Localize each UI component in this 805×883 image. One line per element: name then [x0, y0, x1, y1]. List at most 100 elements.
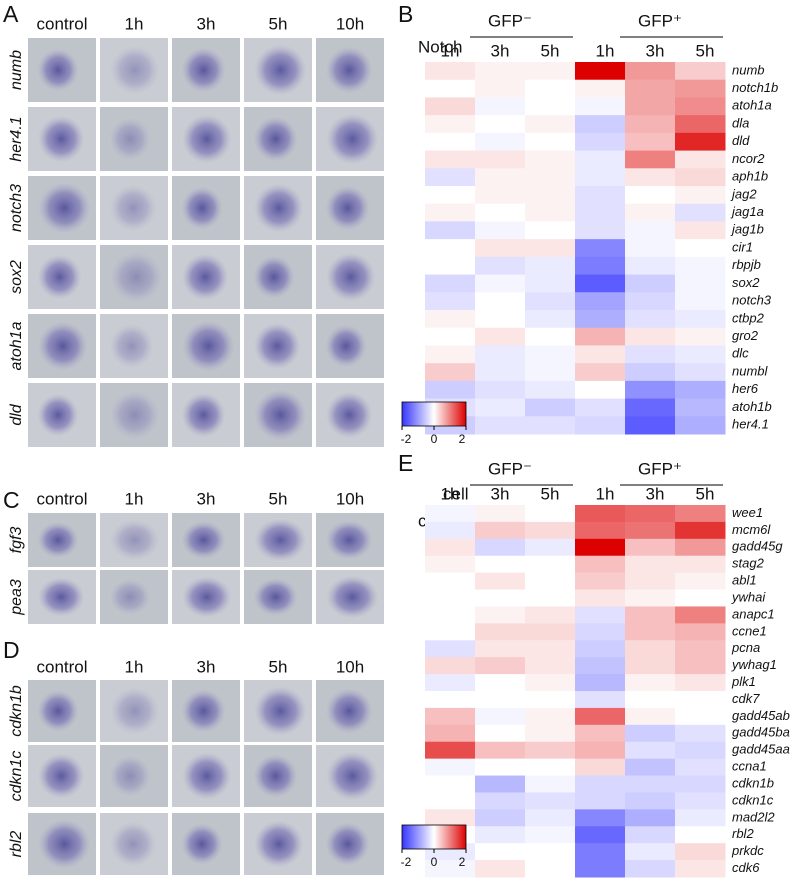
heatmap-cell: [575, 292, 626, 311]
heatmap-cell: [475, 186, 526, 205]
heatmap-cell: [675, 691, 726, 709]
heatmap-cell: [575, 505, 626, 523]
row-label: atoh1a: [8, 321, 25, 370]
heatmap-cell: [675, 623, 726, 641]
column-label: 3h: [197, 14, 216, 33]
heatmap-cell: [625, 606, 676, 624]
heatmap-cell: [425, 256, 476, 276]
heatmap-cell: [625, 203, 676, 222]
micrograph-stain: [181, 392, 226, 438]
row-label: notch3: [8, 184, 25, 232]
gene-label: jag1a: [730, 204, 764, 219]
heatmap-cell: [425, 327, 476, 346]
heatmap-cell: [575, 724, 626, 743]
gene-label: stag2: [732, 556, 765, 571]
heatmap-cell: [525, 606, 576, 624]
heatmap-cell: [425, 572, 476, 591]
heatmap-cell: [625, 327, 676, 346]
micrograph-stain: [110, 687, 160, 735]
panel-label: B: [398, 1, 413, 27]
heatmap-cell: [425, 203, 476, 222]
heatmap-cell: [575, 623, 626, 641]
heatmap-cell: [525, 640, 576, 658]
row-label: fgf3: [8, 527, 25, 554]
heatmap-cell: [525, 363, 576, 382]
heatmap-cell: [625, 691, 676, 709]
column-label: control: [36, 489, 87, 508]
heatmap-cell: [475, 826, 526, 844]
heatmap-cell: [475, 674, 526, 692]
gene-label: gadd45aa: [732, 742, 790, 757]
heatmap-cell: [675, 256, 726, 276]
micrograph-stain: [182, 576, 232, 618]
heatmap-cell: [675, 657, 726, 675]
column-label: 3h: [197, 657, 216, 676]
heatmap-cell: [575, 741, 626, 760]
gene-label: ctbp2: [732, 310, 765, 325]
heatmap-cell: [425, 239, 476, 258]
heatmap-cell: [675, 168, 726, 187]
heatmap-cell: [675, 606, 726, 624]
heatmap-cell: [525, 203, 576, 222]
heatmap-cell: [475, 363, 526, 382]
heatmap-cell: [425, 623, 476, 641]
heatmap-cell: [675, 505, 726, 523]
column-label: 1h: [125, 489, 144, 508]
column-label: 10h: [336, 657, 364, 676]
heatmap-cell: [425, 538, 476, 557]
column-label: 5h: [269, 489, 288, 508]
row-label: pea3: [8, 579, 25, 616]
heatmap-cell: [625, 398, 676, 417]
heatmap-cell: [675, 792, 726, 810]
column-label: 10h: [336, 14, 364, 33]
heatmap-cell: [425, 221, 476, 240]
heatmap-cell: [425, 741, 476, 760]
micrograph-stain: [109, 755, 151, 797]
heatmap-cell: [475, 741, 526, 760]
heatmap-cell: [425, 657, 476, 675]
heatmap-cell: [525, 758, 576, 777]
micrograph-stain: [38, 753, 85, 799]
micrograph-stain: [326, 751, 379, 801]
heatmap-cell: [625, 792, 676, 810]
group-label: GFP⁺: [638, 459, 682, 478]
micrograph-stain: [37, 522, 79, 558]
micrograph-stain: [110, 184, 157, 232]
gene-label: rbl2: [732, 826, 754, 841]
micrograph-stain: [109, 579, 151, 615]
heatmap-cell: [475, 538, 526, 557]
heatmap-cell: [675, 741, 726, 760]
micrograph-stain: [326, 113, 379, 165]
heatmap-cell: [525, 505, 576, 523]
heatmap-cell: [475, 398, 526, 417]
gene-label: numb: [732, 62, 765, 77]
heatmap-cell: [675, 203, 726, 222]
micrograph-stain: [181, 521, 226, 559]
heatmap-cell: [625, 150, 676, 169]
heatmap-cell: [525, 292, 576, 311]
heatmap-cell: [475, 724, 526, 743]
heatmap-cell: [625, 674, 676, 692]
heatmap-cell: [675, 398, 726, 417]
gene-label: plk1: [731, 674, 756, 689]
micrograph-stain: [254, 44, 307, 96]
gene-label: ccne1: [732, 623, 767, 638]
heatmap-cell: [475, 691, 526, 709]
heatmap-cell: [625, 221, 676, 240]
heatmap-cell: [425, 792, 476, 810]
time-label: 3h: [491, 484, 510, 503]
heatmap-cell: [425, 150, 476, 169]
heatmap-cell: [475, 292, 526, 311]
heatmap-cell: [425, 691, 476, 709]
heatmap-cell: [425, 132, 476, 152]
heatmap-cell: [425, 168, 476, 187]
heatmap-cell: [475, 555, 526, 574]
gene-label: notch3: [732, 293, 772, 308]
micrograph-stain: [181, 823, 223, 865]
micrograph-stain: [37, 48, 79, 92]
heatmap-cell: [625, 741, 676, 760]
colorbar-tick-label: 0: [431, 855, 438, 869]
heatmap-cell: [475, 843, 526, 861]
heatmap-cell: [425, 274, 476, 293]
heatmap-cell: [675, 640, 726, 658]
